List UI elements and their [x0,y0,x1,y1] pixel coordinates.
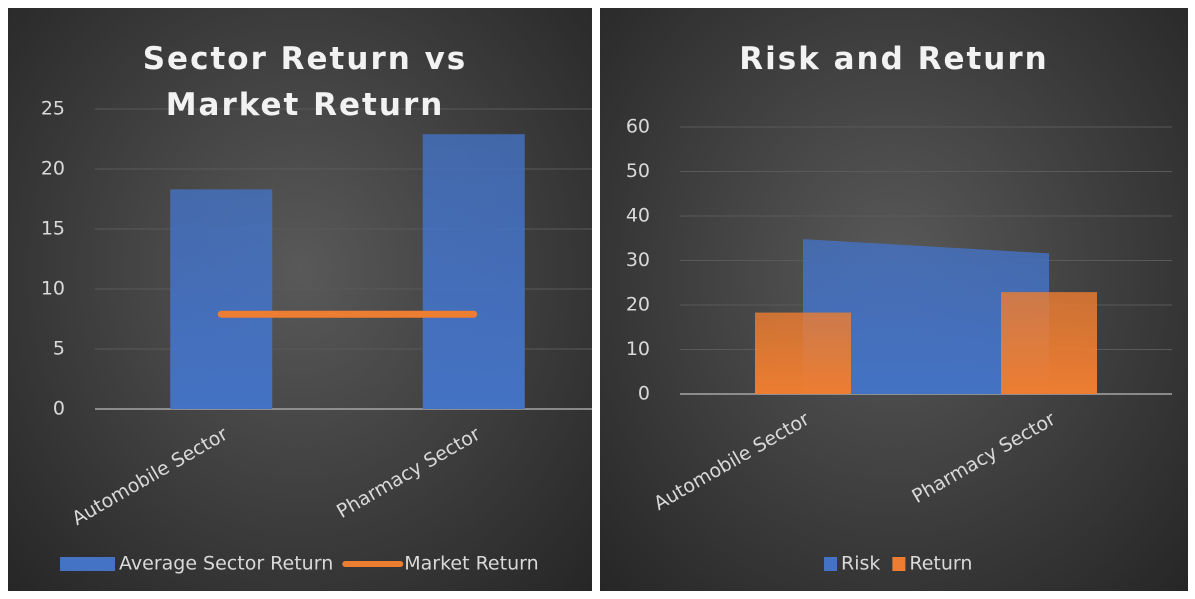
y-tick-label: 25 [41,98,65,120]
y-tick-label: 0 [638,383,650,405]
y-tick-label: 10 [41,278,65,300]
y-tick-label: 5 [53,338,65,360]
chart: 0 5 10 15 20 25 Automobile Sector Pharmacy Sect… [41,98,592,575]
chart-panel: 0 10 20 30 40 50 60 Automobile Sector Pharmacy S… [600,8,1188,591]
chart-title: Risk and Return [739,41,1049,77]
y-tick-label: 20 [41,158,65,180]
area [803,239,1049,394]
x-tick-label: Automobile Sector [68,423,231,530]
legend-label: Risk [841,553,880,575]
x-tick-label: Pharmacy Sector [908,408,1059,508]
y-tick-label: 20 [626,294,650,316]
bar [1001,292,1097,394]
legend-label: Average Sector Return [119,553,333,575]
x-tick-label: Automobile Sector [650,408,813,515]
legend-swatch [60,557,115,571]
bar [170,189,273,409]
x-tick-label: Pharmacy Sector [333,423,484,523]
y-tick-label: 15 [41,218,65,240]
y-tick-label: 0 [53,398,65,420]
y-tick-label: 60 [626,116,650,138]
y-tick-label: 10 [626,338,650,360]
bar [755,312,851,394]
chart: 0 10 20 30 40 50 60 Automobile Sector Pharmacy S… [626,116,1172,575]
y-tick-label: 50 [626,160,650,182]
chart-panel: 0 5 10 15 20 25 Automobile Sector Pharmacy Sect… [8,8,592,591]
legend-swatch [892,557,906,571]
y-tick-label: 30 [626,249,650,271]
chart-title: Sector Return vs Market Return [142,41,468,123]
y-tick-label: 40 [626,205,650,227]
legend-swatch [824,557,837,571]
legend-label: Return [909,553,972,575]
legend-label: Market Return [404,553,538,575]
bar [422,134,525,409]
